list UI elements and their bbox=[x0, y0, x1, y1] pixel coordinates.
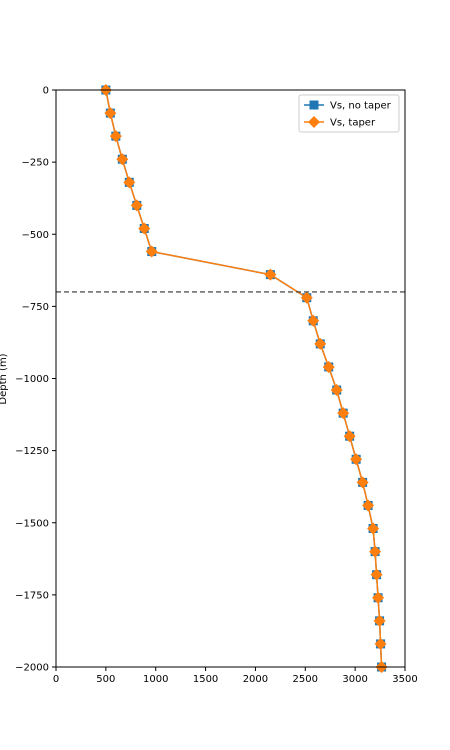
y-tick-label: −750 bbox=[22, 302, 49, 313]
data-point-diamond bbox=[337, 407, 350, 420]
data-point-diamond bbox=[109, 130, 122, 143]
x-tick-label: 500 bbox=[96, 674, 115, 685]
y-tick-label: −2000 bbox=[15, 663, 49, 674]
y-tick-label: −250 bbox=[22, 158, 49, 169]
data-point-diamond bbox=[370, 568, 383, 581]
data-point-diamond bbox=[373, 614, 386, 627]
y-tick-label: −1250 bbox=[15, 446, 49, 457]
data-point-diamond bbox=[369, 545, 382, 558]
x-tick-label: 1000 bbox=[143, 674, 168, 685]
x-tick-label: 2000 bbox=[243, 674, 268, 685]
data-point-diamond bbox=[264, 268, 277, 281]
data-point-diamond bbox=[116, 153, 129, 166]
y-tick-label: 0 bbox=[43, 86, 49, 97]
y-tick-label: −1750 bbox=[15, 590, 49, 601]
data-point-diamond bbox=[367, 522, 380, 535]
data-point-diamond bbox=[307, 314, 320, 327]
y-axis-label: Depth (m) bbox=[0, 353, 9, 404]
legend-label: Vs, taper bbox=[330, 118, 376, 129]
axes-frame bbox=[55, 89, 406, 668]
x-tick-label: 1500 bbox=[193, 674, 218, 685]
y-ticks: 0 −250 −500 −750 −1000 −1250 −1500 −1750 −2000 bbox=[15, 86, 56, 674]
data-point-diamond bbox=[362, 499, 375, 512]
data-point-diamond bbox=[330, 384, 343, 397]
data-point-diamond bbox=[138, 222, 151, 235]
data-point-diamond bbox=[372, 591, 385, 604]
legend-marker-diamond bbox=[308, 116, 320, 128]
legend: Vs, no taper Vs, taper bbox=[298, 94, 400, 133]
y-tick-label: −1500 bbox=[15, 518, 49, 529]
legend-marker-square bbox=[309, 100, 319, 110]
axes-layer bbox=[55, 89, 406, 668]
series-line-no-taper bbox=[105, 89, 383, 668]
data-point-diamond bbox=[314, 337, 327, 350]
x-tick-label: 3000 bbox=[342, 674, 367, 685]
y-tick-label: −500 bbox=[22, 230, 49, 241]
y-tick-label: −1000 bbox=[15, 374, 49, 385]
data-point-diamond bbox=[322, 360, 335, 373]
legend-label: Vs, no taper bbox=[330, 101, 392, 112]
data-point-diamond bbox=[104, 107, 117, 120]
x-tick-label: 2500 bbox=[293, 674, 318, 685]
data-point-diamond bbox=[374, 637, 387, 650]
x-ticks: 0 500 1000 1500 2000 2500 3000 3500 bbox=[53, 667, 418, 685]
x-tick-label: 0 bbox=[53, 674, 59, 685]
series-layer bbox=[99, 84, 388, 673]
data-point-diamond bbox=[145, 245, 158, 258]
series-line-taper bbox=[105, 89, 383, 668]
data-point-diamond bbox=[123, 176, 136, 189]
data-point-diamond bbox=[356, 476, 369, 489]
x-tick-label: 3500 bbox=[392, 674, 417, 685]
data-point-diamond bbox=[300, 291, 313, 304]
data-point-diamond bbox=[350, 453, 363, 466]
data-point-diamond bbox=[343, 430, 356, 443]
data-point-diamond bbox=[130, 199, 143, 212]
